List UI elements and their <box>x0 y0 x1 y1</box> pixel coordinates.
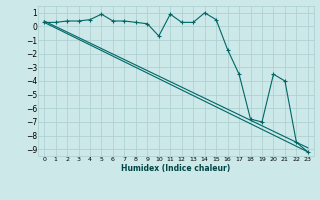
X-axis label: Humidex (Indice chaleur): Humidex (Indice chaleur) <box>121 164 231 173</box>
